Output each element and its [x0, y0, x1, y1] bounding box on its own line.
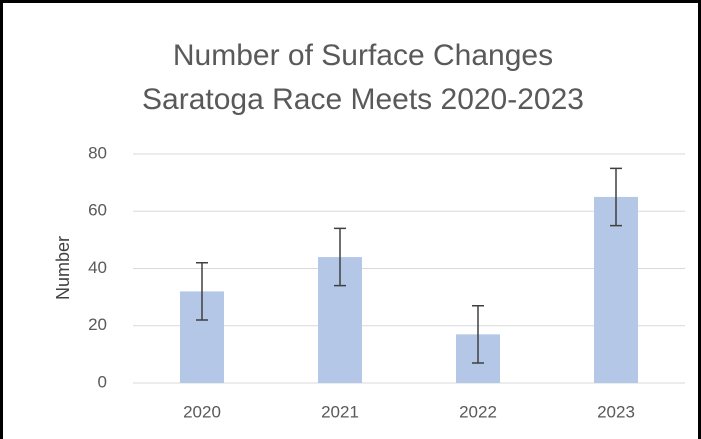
bar: [594, 196, 638, 383]
y-tick-label: 20: [88, 315, 107, 334]
x-tick-label: 2022: [459, 402, 497, 421]
x-tick-label: 2023: [597, 402, 635, 421]
chart-title: Number of Surface Changes: [173, 39, 553, 72]
error-bar: [334, 227, 346, 287]
y-axis-title: Number: [53, 236, 73, 300]
x-tick-label: 2021: [321, 402, 359, 421]
error-bar: [610, 167, 622, 227]
error-bar: [196, 262, 208, 321]
chart-subtitle: Saratoga Race Meets 2020-2023: [142, 83, 584, 116]
y-tick-label: 80: [88, 143, 107, 162]
y-tick-label: 40: [88, 258, 107, 277]
y-tick-label: 0: [98, 372, 107, 391]
x-tick-label: 2020: [183, 402, 221, 421]
error-bar: [472, 304, 484, 364]
y-tick-label: 60: [88, 201, 107, 220]
